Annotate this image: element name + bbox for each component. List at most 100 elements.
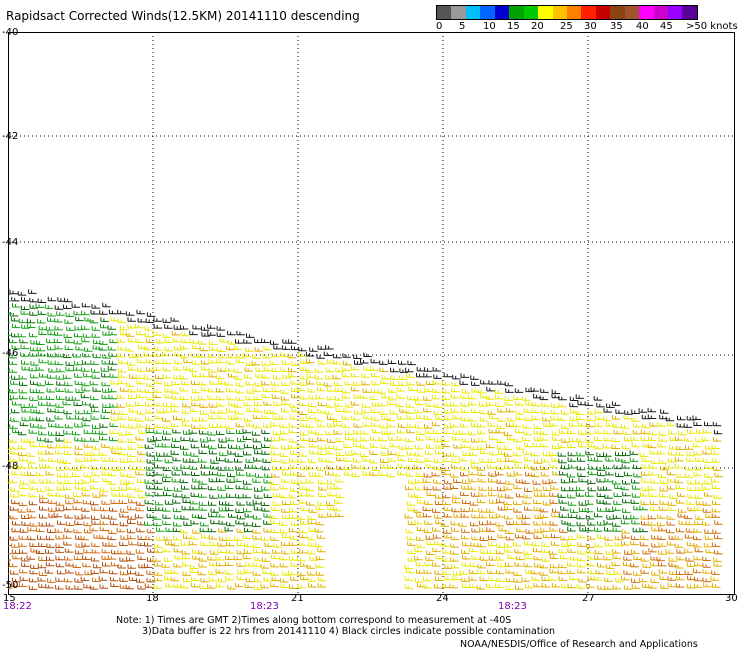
wind-barb: [630, 499, 640, 504]
wind-barb: [406, 501, 416, 506]
wind-barb: [135, 571, 144, 576]
wind-barb: [497, 486, 506, 492]
wind-barb: [687, 493, 696, 499]
wind-barb: [594, 436, 603, 441]
wind-barb: [234, 536, 243, 541]
wind-barb: [471, 535, 480, 541]
wind-barb: [684, 437, 693, 442]
wind-barb: [530, 465, 540, 471]
wind-barb: [540, 492, 550, 497]
wind-barb: [119, 458, 129, 463]
wind-barb: [271, 576, 281, 582]
wind-barb: [162, 366, 172, 372]
wind-barb: [531, 401, 541, 407]
wind-barb: [55, 437, 65, 442]
wind-barb: [714, 534, 723, 540]
wind-barb: [183, 521, 192, 526]
wind-barb: [462, 499, 471, 504]
wind-barb: [208, 501, 217, 506]
wind-barb: [47, 407, 56, 413]
wind-barb: [243, 485, 252, 490]
wind-barb: [595, 415, 604, 421]
wind-barb: [513, 395, 522, 400]
wind-barb: [189, 458, 198, 463]
wind-barb: [534, 563, 543, 568]
wind-barb: [461, 389, 471, 394]
wind-barb: [354, 410, 363, 415]
wind-barb: [48, 368, 57, 373]
wind-barb: [17, 332, 27, 338]
wind-barb: [451, 381, 461, 387]
wind-barb: [260, 501, 270, 506]
wind-barb: [416, 366, 426, 372]
wind-barb: [496, 577, 505, 582]
wind-barb: [216, 513, 225, 518]
wind-barb: [281, 381, 290, 386]
wind-barb: [110, 499, 119, 504]
wind-barb: [261, 414, 271, 419]
wind-barb: [54, 408, 64, 413]
wind-barb: [179, 344, 189, 350]
wind-barb: [460, 443, 470, 448]
wind-barb: [406, 465, 415, 470]
wind-barb: [622, 451, 631, 457]
wind-barb: [551, 512, 560, 518]
wind-barb: [622, 491, 631, 497]
wind-barb: [666, 470, 676, 476]
wind-barb: [549, 492, 558, 497]
wind-barb: [190, 452, 199, 457]
wind-barb: [611, 437, 621, 442]
wind-barb: [102, 408, 111, 413]
wind-barb: [341, 394, 351, 399]
wind-barb: [75, 570, 84, 576]
wind-barb: [542, 416, 551, 422]
wind-barb: [200, 577, 209, 583]
wind-barb: [280, 389, 289, 394]
wind-barb: [8, 453, 11, 454]
wind-barb: [281, 407, 290, 413]
wind-barb: [288, 367, 297, 373]
wind-barb: [665, 549, 675, 554]
wind-barb: [110, 416, 119, 421]
wind-barb: [344, 380, 353, 386]
wind-barb: [27, 535, 36, 541]
wind-barb: [309, 449, 318, 455]
wind-barb: [594, 527, 603, 532]
wind-barb: [712, 583, 721, 588]
wind-barb: [226, 408, 235, 413]
wind-barb: [173, 536, 182, 541]
wind-barb: [47, 312, 56, 317]
wind-barb: [107, 346, 117, 351]
wind-barb: [585, 438, 594, 443]
wind-barb: [585, 500, 594, 505]
wind-barb: [29, 478, 39, 484]
wind-barb: [471, 464, 480, 469]
wind-barb: [370, 443, 379, 448]
wind-barb: [449, 583, 459, 589]
wind-barb: [486, 508, 495, 513]
wind-barb: [154, 456, 163, 462]
wind-barb: [549, 499, 559, 504]
wind-barb: [350, 401, 360, 406]
lon-label: 30: [725, 593, 738, 604]
wind-barb: [344, 430, 354, 435]
wind-barb: [279, 423, 288, 428]
colorbar-label: 35: [610, 21, 623, 32]
wind-barb: [38, 325, 48, 331]
wind-barb: [110, 582, 119, 587]
wind-barb: [486, 520, 496, 525]
wind-barb: [360, 464, 369, 470]
wind-barb: [8, 523, 9, 525]
wind-barb: [324, 410, 334, 415]
wind-barb: [127, 317, 136, 322]
wind-barb: [57, 458, 66, 464]
wind-barb: [163, 536, 172, 541]
wind-barb: [143, 352, 153, 357]
wind-barb: [208, 340, 218, 345]
wind-barb: [36, 340, 45, 345]
wind-barb: [236, 330, 245, 336]
wind-barb: [300, 431, 309, 436]
wind-barb: [217, 548, 226, 554]
wind-barb: [687, 486, 696, 491]
wind-barb: [108, 330, 117, 336]
